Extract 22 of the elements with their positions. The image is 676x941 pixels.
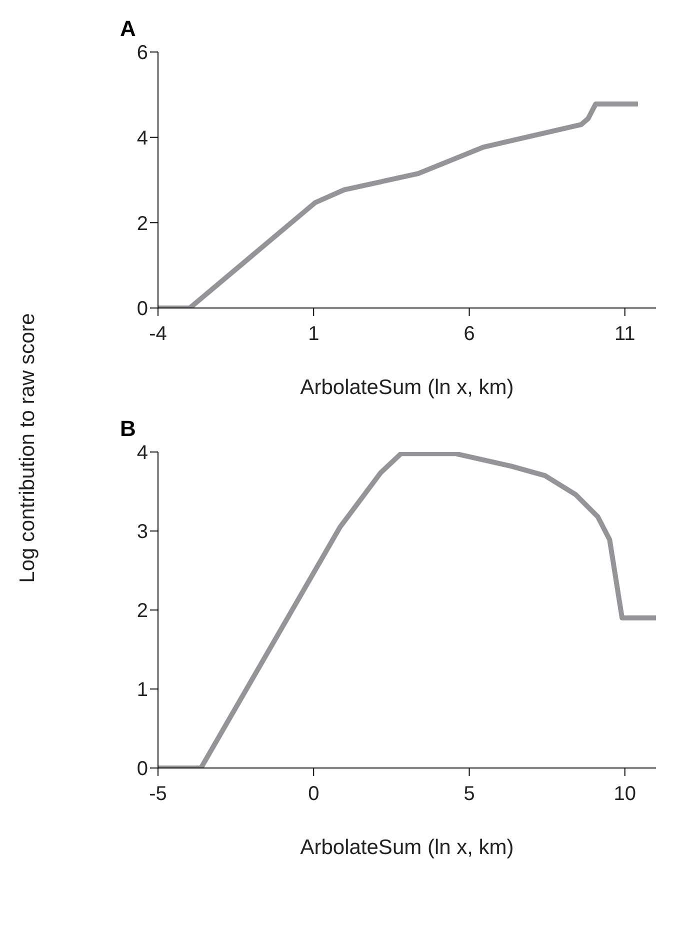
x-tick-label: -4 (149, 323, 167, 346)
x-tick-label: 6 (464, 323, 475, 346)
chart-title: B (120, 416, 136, 442)
x-tick-label: 10 (614, 783, 636, 806)
x-tick-label: 0 (308, 783, 320, 806)
x-tick-label: -5 (149, 783, 167, 806)
y-tick-label: 0 (136, 758, 148, 780)
x-tick-label: 1 (308, 323, 320, 346)
y-tick-label: 3 (136, 521, 148, 544)
x-tick-label: 5 (464, 783, 475, 806)
y-tick-label: 1 (136, 679, 148, 702)
y-tick-label: 6 (136, 42, 148, 64)
x-axis-title: ArbolateSum (ln x, km) (300, 836, 514, 859)
y-tick-label: 0 (136, 298, 148, 320)
x-tick-label: 11 (614, 323, 636, 346)
y-tick-label: 4 (136, 127, 148, 150)
y-tick-label: 2 (136, 600, 148, 622)
chart-title: A (120, 16, 136, 42)
y-axis-title: Log contribution to raw score (16, 313, 40, 583)
y-tick-label: 2 (136, 212, 148, 235)
x-axis-title: ArbolateSum (ln x, km) (300, 376, 514, 399)
y-tick-label: 4 (136, 442, 148, 464)
